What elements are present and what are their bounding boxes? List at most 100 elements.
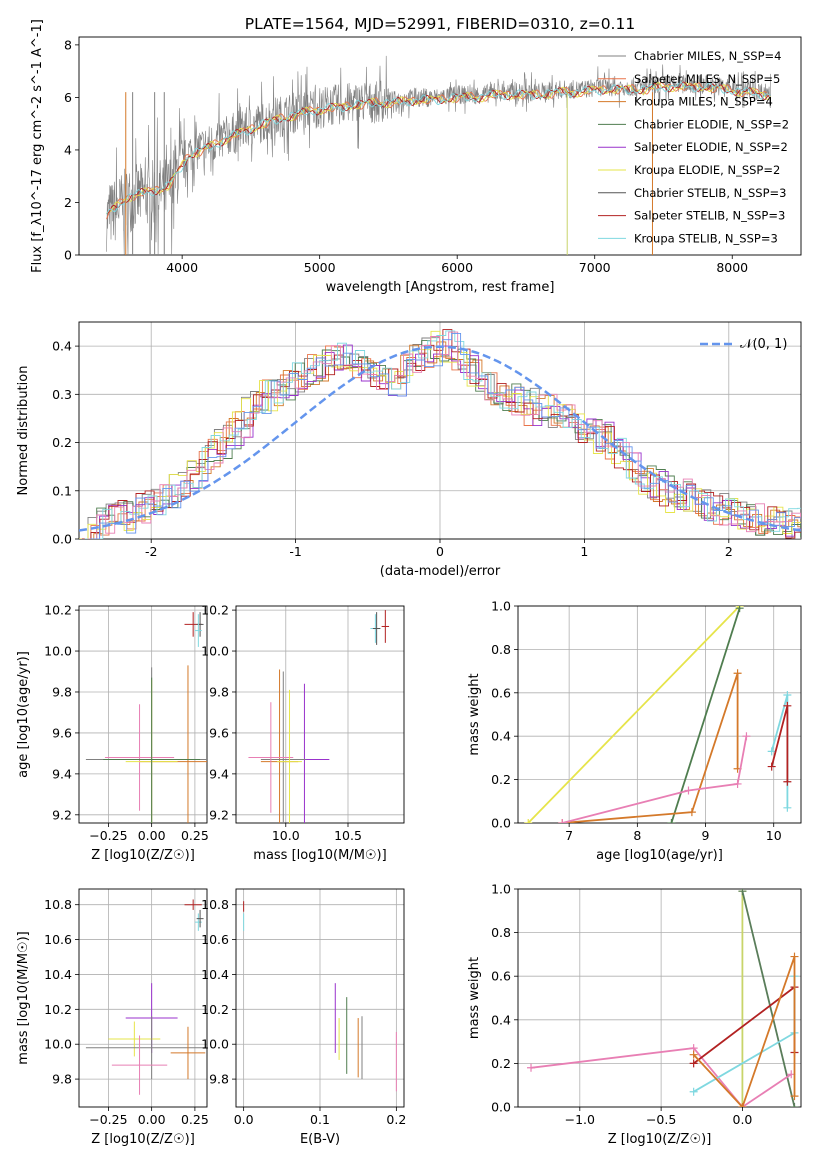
errorbar-point xyxy=(277,689,302,823)
legend-entry: Kroupa STELIB, N_SSP=3 xyxy=(634,231,778,245)
mass-weight-marker xyxy=(738,889,747,896)
errorbar-point xyxy=(372,612,381,645)
residual-histogram xyxy=(87,331,801,539)
x-tick-label: 0.2 xyxy=(386,1112,406,1127)
gridlines xyxy=(518,888,801,1108)
plot-area xyxy=(248,610,390,823)
y-tick-label: 0.0 xyxy=(491,1100,511,1115)
y-axis-label: Normed distribution xyxy=(16,366,31,496)
mass-weight-marker xyxy=(790,1092,799,1101)
y-tick-label: 0.4 xyxy=(52,339,72,354)
panel-weight_vs_age: 7 8 9 10 0.0 0.2 0.4 0.6 0.8 1.0 age [log10(age/yr… xyxy=(467,599,802,863)
x-axis-label: (data-model)/error xyxy=(380,564,501,579)
y-tick-label: 9.6 xyxy=(209,725,229,740)
mass-weight-marker xyxy=(689,1059,698,1068)
y-tick-label: 10.2 xyxy=(44,1002,72,1017)
y-tick-label: 6 xyxy=(64,90,72,105)
mass-weight-marker xyxy=(742,732,751,741)
x-tick-label: 8 xyxy=(633,828,641,843)
errorbar-point xyxy=(108,1021,161,1057)
mass-weight-marker xyxy=(733,669,742,678)
legend-entry: Salpeter STELIB, N_SSP=3 xyxy=(634,209,785,223)
y-tick-label: 9.8 xyxy=(209,684,229,699)
x-axis-label: E(B-V) xyxy=(300,1132,340,1147)
plot-area xyxy=(527,889,799,1107)
y-tick-label: 9.2 xyxy=(209,807,229,822)
figure-title: PLATE=1564, MJD=52991, FIBERID=0310, z=0… xyxy=(245,15,635,33)
y-tick-label: 0.0 xyxy=(491,816,511,831)
panel-age_vs_mass: 10.0 10.5 9.2 9.4 9.6 9.8 10.0 10.2 mass [log10(… xyxy=(201,603,405,863)
y-tick-label: 0.6 xyxy=(491,685,511,700)
plot-area xyxy=(106,55,772,255)
panel-mass_vs_Z: −0.25 0.00 0.25 9.8 10.0 10.2 10.4 10.6 10.8 Z [l… xyxy=(16,888,209,1147)
x-tick-label: 0.00 xyxy=(138,1112,166,1127)
panel-mass_vs_ebv: 0.0 0.1 0.2 9.8 10.0 10.2 10.4 10.6 10.8 E(B-V) xyxy=(201,888,406,1147)
x-tick-label: 7 xyxy=(565,828,573,843)
x-tick-label: 6000 xyxy=(441,260,473,275)
y-tick-label: 0.4 xyxy=(491,1012,511,1027)
x-axis-label: wavelength [Angstrom, rest frame] xyxy=(326,280,555,295)
errorbar-point xyxy=(85,1016,207,1080)
legend-entry: Salpeter MILES, N_SSP=5 xyxy=(634,72,780,86)
x-tick-label: 10 xyxy=(766,828,782,843)
x-tick-label: 10.0 xyxy=(272,828,300,843)
legend-entry: Chabrier STELIB, N_SSP=3 xyxy=(634,186,786,200)
mass-weight-marker xyxy=(783,777,792,786)
mass-weight-marker xyxy=(767,747,776,756)
mass-weight-marker xyxy=(783,690,792,699)
x-tick-label: 0.00 xyxy=(138,828,166,843)
y-tick-label: 9.2 xyxy=(52,807,72,822)
gridlines xyxy=(236,889,404,1107)
plot-area xyxy=(243,901,397,1092)
y-tick-label: 0.1 xyxy=(52,483,72,498)
legend: Chabrier MILES, N_SSP=4 Salpeter MILES, N… xyxy=(598,49,789,245)
y-tick-label: 10.2 xyxy=(44,603,72,618)
y-tick-label: 10.0 xyxy=(201,644,229,659)
y-tick-label: 0.8 xyxy=(491,642,511,657)
errorbar-point xyxy=(170,1026,206,1080)
plot-area xyxy=(85,899,207,1095)
axes-frame xyxy=(235,888,405,1108)
errorbar-point xyxy=(194,614,202,647)
y-axis-label: mass [log10(M/M☉)] xyxy=(16,931,31,1064)
y-tick-label: 10.8 xyxy=(44,897,72,912)
axes-frame xyxy=(78,36,802,256)
mass-weight-line xyxy=(527,606,741,823)
x-axis-label: mass [log10(M/M☉)] xyxy=(253,848,386,863)
residual-histogram xyxy=(84,330,801,539)
x-tick-label: −0.25 xyxy=(89,1112,127,1127)
residual-histogram xyxy=(90,332,801,539)
x-tick-label: 9 xyxy=(702,828,710,843)
y-tick-label: 1.0 xyxy=(491,599,511,614)
plot-area xyxy=(85,612,207,823)
y-tick-label: 10.2 xyxy=(201,603,229,618)
mass-weight-marker xyxy=(687,808,696,817)
mass-weight-marker xyxy=(790,952,799,961)
x-tick-label: -1 xyxy=(289,544,301,559)
errorbar-point xyxy=(184,899,202,910)
x-tick-label: 7000 xyxy=(579,260,611,275)
mass-weight-line xyxy=(562,736,748,823)
x-tick-label: 0.0 xyxy=(733,1112,753,1127)
legend-entry: Kroupa ELODIE, N_SSP=2 xyxy=(634,163,780,177)
y-tick-label: 9.4 xyxy=(209,766,229,781)
y-axis-label: Flux [f_λ10^-17 erg cm^-2 s^-1 A^-1] xyxy=(30,19,45,273)
x-tick-label: 0 xyxy=(436,544,444,559)
y-tick-label: 9.4 xyxy=(52,766,72,781)
errorbar-point xyxy=(260,671,306,823)
mass-weight-marker xyxy=(667,819,676,823)
mass-weight-line xyxy=(670,607,741,823)
spectrum-model-line xyxy=(106,81,771,215)
y-tick-label: 10.4 xyxy=(201,967,229,982)
mass-weight-line xyxy=(693,976,796,1093)
y-tick-label: 9.8 xyxy=(209,1072,229,1087)
x-tick-label: −0.25 xyxy=(89,828,127,843)
legend-entry: Salpeter ELODIE, N_SSP=2 xyxy=(634,140,788,154)
gridlines xyxy=(236,606,404,823)
mass-weight-marker xyxy=(689,1087,698,1096)
y-axis-label: mass weight xyxy=(467,957,482,1039)
axes-frame xyxy=(78,605,208,824)
plot-area xyxy=(79,329,801,539)
x-tick-label: 0.25 xyxy=(181,828,209,843)
y-tick-label: 10.6 xyxy=(201,932,229,947)
